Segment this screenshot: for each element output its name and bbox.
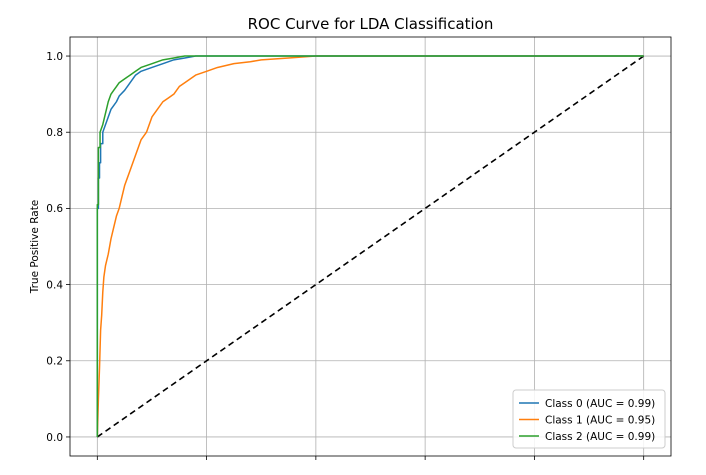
legend: Class 0 (AUC = 0.99) Class 1 (AUC = 0.95)… [512, 389, 666, 449]
chart-title: ROC Curve for LDA Classification [248, 15, 494, 33]
legend-box [512, 389, 666, 449]
y-tick-label: 0.2 [46, 356, 63, 368]
ticks: 0.0 0.2 0.4 0.6 0.8 1.0 [46, 51, 645, 460]
series-lines [96, 55, 645, 438]
y-tick-label: 0.0 [46, 432, 63, 444]
legend-label-class-1: Class 1 (AUC = 0.95) [545, 414, 655, 426]
grid [70, 37, 671, 456]
y-tick-label: 0.4 [46, 279, 63, 291]
series-line-class-2 [96, 55, 644, 437]
reference-diagonal-line [96, 55, 645, 438]
y-tick-label: 0.6 [46, 203, 63, 215]
series-line-class-0 [96, 55, 644, 437]
y-tick-label: 0.8 [46, 127, 63, 139]
y-tick-label: 1.0 [46, 51, 63, 63]
y-axis-label: True Positive Rate [29, 200, 41, 295]
series-line-class-1 [96, 55, 644, 437]
legend-label-class-0: Class 0 (AUC = 0.99) [545, 398, 655, 410]
legend-label-class-2: Class 2 (AUC = 0.99) [545, 431, 655, 443]
plot-frame [69, 36, 672, 457]
